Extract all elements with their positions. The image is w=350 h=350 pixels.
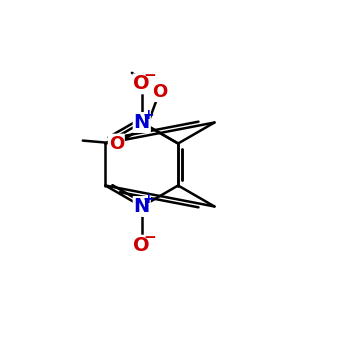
Text: O: O	[133, 74, 150, 93]
Text: O: O	[133, 236, 150, 255]
Text: −: −	[143, 230, 156, 245]
Text: O: O	[152, 83, 167, 101]
Text: −: −	[143, 68, 156, 83]
Text: N: N	[134, 113, 150, 132]
Text: +: +	[143, 108, 155, 122]
Text: O: O	[108, 134, 124, 153]
Text: N: N	[134, 197, 150, 216]
Text: +: +	[143, 192, 155, 206]
